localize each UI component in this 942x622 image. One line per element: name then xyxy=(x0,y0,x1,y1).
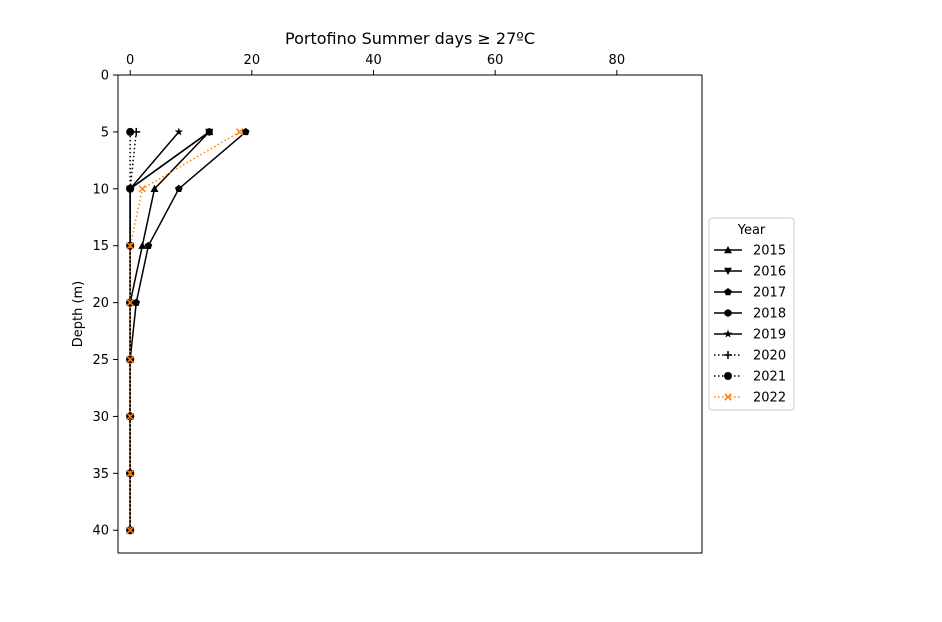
series-line-2022 xyxy=(129,131,241,531)
x-tick-label: 80 xyxy=(609,53,626,68)
series-line-2018 xyxy=(129,131,210,531)
legend-item-2021: 2021 xyxy=(714,370,786,385)
legend-item-2015: 2015 xyxy=(714,244,786,259)
data-point-2022-35m xyxy=(126,469,134,478)
legend-marker xyxy=(724,309,732,317)
data-point-2022-40m xyxy=(126,526,134,534)
legend-label: 2015 xyxy=(753,244,786,259)
legend-label: 2017 xyxy=(753,286,786,301)
x-tick-label: 40 xyxy=(365,53,382,68)
series-2015 xyxy=(126,127,214,534)
y-tick-label: 20 xyxy=(92,296,109,311)
plot-area xyxy=(125,127,250,535)
x-tick-label: 60 xyxy=(487,53,504,68)
y-axis-ticks: 0 5 10 15 20 25 30 35 40 xyxy=(92,69,118,539)
data-point-2022-25m xyxy=(126,355,134,364)
data-point-2017-15m xyxy=(144,241,153,249)
legend-label: 2020 xyxy=(753,349,786,364)
legend-marker xyxy=(724,267,732,275)
legend-marker xyxy=(724,288,732,296)
legend-item-2018: 2018 xyxy=(714,307,786,322)
legend-title: Year xyxy=(737,223,766,238)
data-point-2022-5m xyxy=(235,128,244,136)
legend-label: 2019 xyxy=(753,328,786,343)
data-point-2017-10m xyxy=(175,184,183,193)
data-point-2022-30m xyxy=(126,412,134,421)
x-axis-ticks: 0 20 40 60 80 xyxy=(126,53,625,75)
legend-item-2016: 2016 xyxy=(714,265,786,280)
legend-item-2022: 2022 xyxy=(714,391,786,406)
series-2022 xyxy=(126,128,244,534)
legend-item-2019: 2019 xyxy=(714,328,786,343)
legend-marker xyxy=(724,393,732,401)
data-point-2015-10m xyxy=(150,184,159,193)
data-point-2021-10m xyxy=(126,184,135,193)
plot-frame xyxy=(117,74,703,554)
legend-label: 2021 xyxy=(753,370,786,385)
y-axis-label: Depth (m) xyxy=(71,281,86,348)
series-2018 xyxy=(126,127,213,535)
data-point-2017-20m xyxy=(132,298,141,306)
legend-marker xyxy=(724,351,732,359)
y-tick-label: 30 xyxy=(92,410,109,425)
data-point-2021-5m xyxy=(126,127,135,136)
y-tick-label: 5 xyxy=(101,125,109,140)
legend-marker xyxy=(723,329,733,338)
y-tick-label: 10 xyxy=(92,182,109,197)
y-tick-label: 40 xyxy=(92,524,109,539)
legend-label: 2022 xyxy=(753,391,786,406)
chart-title: Portofino Summer days ≥ 27ºC xyxy=(285,29,535,48)
legend-marker xyxy=(724,246,732,254)
legend-box xyxy=(708,217,795,411)
y-tick-label: 15 xyxy=(92,239,109,254)
series-line-2015 xyxy=(129,131,210,531)
legend-marker xyxy=(724,372,732,380)
data-point-2018-5m xyxy=(205,127,213,136)
series-2016 xyxy=(126,128,214,535)
y-tick-label: 35 xyxy=(92,467,109,482)
x-tick-label: 20 xyxy=(244,53,261,68)
series-line-2016 xyxy=(129,131,210,531)
data-point-2015-15m xyxy=(138,241,147,249)
data-point-2022-20m xyxy=(126,298,134,307)
series-2017 xyxy=(126,127,250,534)
y-tick-label: 25 xyxy=(92,353,109,368)
legend-item-2017: 2017 xyxy=(714,286,786,301)
data-point-2022-15m xyxy=(126,241,134,250)
data-point-2017-5m xyxy=(241,127,250,136)
data-point-2022-10m xyxy=(138,185,147,193)
data-point-2019-5m xyxy=(174,127,184,136)
legend-item-2020: 2020 xyxy=(714,349,786,364)
legend-label: 2016 xyxy=(753,265,786,280)
legend: Year 2015 2016 2017 2018 2019 2020 2021 2022 xyxy=(708,217,795,411)
legend-label: 2018 xyxy=(753,307,786,322)
y-tick-label: 0 xyxy=(101,69,109,84)
series-line-2017 xyxy=(129,131,247,531)
x-tick-label: 0 xyxy=(126,53,134,68)
